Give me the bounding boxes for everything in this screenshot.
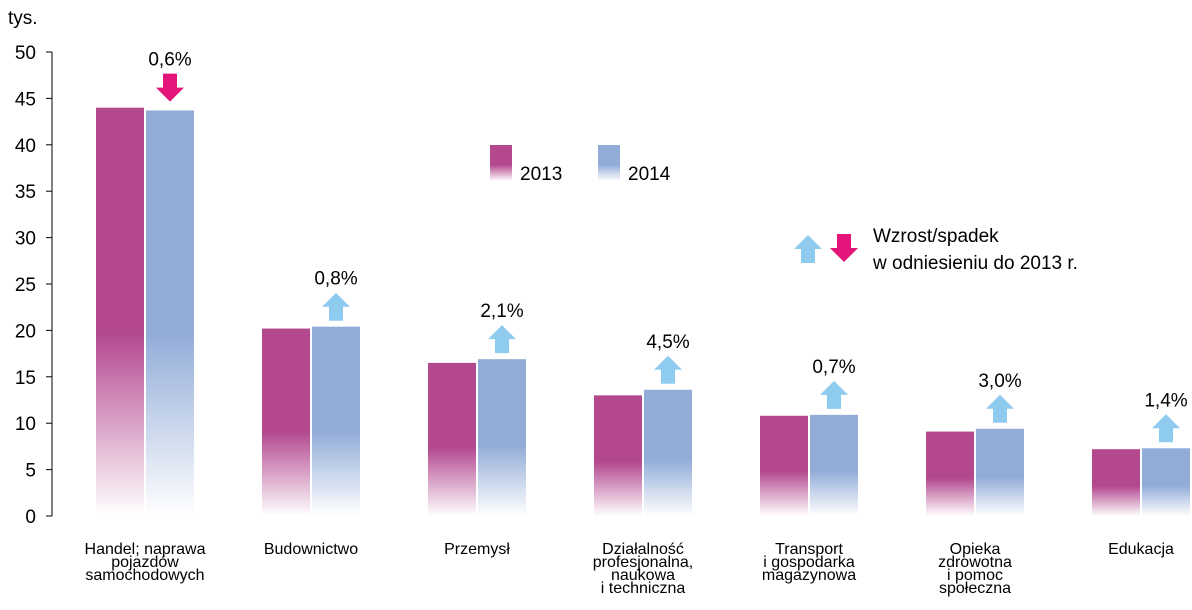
x-tick-label-line: społeczna [939,580,1011,597]
x-tick-label-line: Budownictwo [264,541,358,558]
legend-label: 2014 [628,164,671,185]
change-label: 0,6% [148,50,191,71]
legend-swatch [490,145,512,181]
bar [428,363,476,516]
note-arrow-down [830,234,858,262]
y-tick-label: 30 [15,229,36,250]
change-arrow [1152,414,1180,442]
change-arrow [488,325,516,353]
y-unit: tys. [8,8,38,29]
x-tick-label-line: samochodowych [85,567,204,584]
bar [760,416,808,516]
change-label: 0,7% [812,357,855,378]
x-tick-label: Budownictwo [264,541,358,558]
bar [262,329,310,516]
y-tick-label: 35 [15,182,36,203]
change-arrow [820,381,848,409]
y-tick-label: 45 [15,89,36,110]
bar [644,390,692,516]
bar [96,108,144,516]
note: Wzrost/spadek [873,226,999,247]
x-tick-label-line: Przemysł [444,541,510,558]
change-label: 1,4% [1144,390,1187,411]
note: w odniesieniu do 2013 r. [872,253,1078,274]
bar [976,429,1024,516]
bar [1092,449,1140,516]
y-tick-label: 25 [15,275,36,296]
y-tick-label: 0 [25,507,36,528]
change-arrow [156,74,184,102]
y-tick-label: 40 [15,136,36,157]
chart: tys. 0 5 10 15 20 25 30 35 40 45 50 Handel; naprawa… [0,0,1192,610]
y-tick-label: 50 [15,43,36,64]
change-arrow [654,356,682,384]
bar [926,432,974,516]
x-tick-label-line: magazynowa [762,567,856,584]
bar [146,110,194,516]
x-tick-label: Edukacja [1108,541,1174,558]
change-label: 0,8% [314,269,357,290]
bar [810,415,858,516]
change-label: 3,0% [978,371,1021,392]
x-tick-label-line: Edukacja [1108,541,1174,558]
change-arrow [986,395,1014,423]
y-tick-label: 15 [15,368,36,389]
bar [594,395,642,516]
note-arrow-up [794,235,822,263]
y-tick-label: 5 [25,461,36,482]
legend-swatch [598,145,620,181]
y-tick-label: 20 [15,321,36,342]
legend-label: 2013 [520,164,562,185]
change-arrow [322,293,350,321]
bar [312,327,360,516]
change-label: 2,1% [480,301,523,322]
x-tick-label-line: i techniczna [601,580,686,597]
bar [1142,448,1190,516]
x-tick-label: Przemysł [444,541,510,558]
bar [478,359,526,516]
change-label: 4,5% [646,332,689,353]
y-tick-label: 10 [15,414,36,435]
